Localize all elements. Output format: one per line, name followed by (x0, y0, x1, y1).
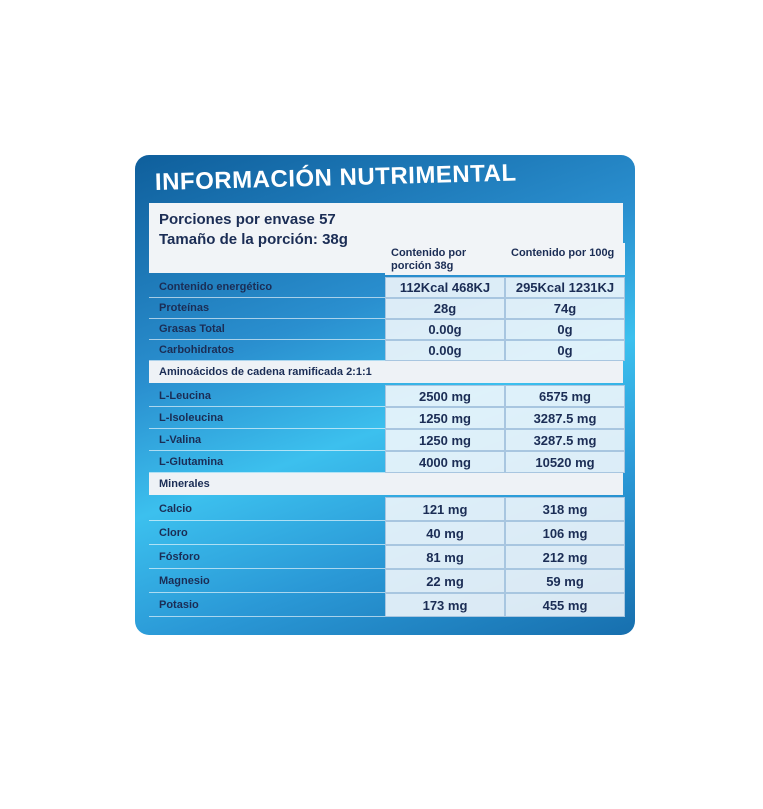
value-cell: 0.00g (385, 319, 505, 340)
value-cell: 112Kcal 468KJ (385, 277, 505, 298)
value-cell: 121 mg (385, 497, 505, 521)
row-label: L-Glutamina (149, 451, 385, 473)
row-label: Calcio (149, 497, 385, 521)
servings: Porciones por envase 57 (159, 211, 336, 228)
row-label: Cloro (149, 521, 385, 545)
row-label: Carbohidratos (149, 340, 385, 361)
value-cell: 28g (385, 298, 505, 319)
column-header: Contenido por 100g (505, 243, 625, 275)
row-label: Contenido energético (149, 277, 385, 298)
value-cell: 1250 mg (385, 407, 505, 429)
row-label: L-Isoleucina (149, 407, 385, 429)
serving-size: Tamaño de la porción: 38g (159, 231, 348, 248)
row-label: L-Valina (149, 429, 385, 451)
value-cell: 2500 mg (385, 385, 505, 407)
row-label: Grasas Total (149, 319, 385, 340)
value-cell: 6575 mg (505, 385, 625, 407)
value-cell: 212 mg (505, 545, 625, 569)
row-label: Proteínas (149, 298, 385, 319)
value-cell: 455 mg (505, 593, 625, 617)
row-label: Magnesio (149, 569, 385, 593)
value-cell: 74g (505, 298, 625, 319)
value-cell: 106 mg (505, 521, 625, 545)
value-cell: 173 mg (385, 593, 505, 617)
value-cell: 318 mg (505, 497, 625, 521)
value-cell: 10520 mg (505, 451, 625, 473)
section-header: Aminoácidos de cadena ramificada 2:1:1 (149, 361, 623, 383)
value-cell: 0g (505, 340, 625, 361)
title: INFORMACIÓN NUTRIMENTAL (154, 159, 517, 196)
row-label: L-Leucina (149, 385, 385, 407)
value-cell: 81 mg (385, 545, 505, 569)
value-cell: 22 mg (385, 569, 505, 593)
section-header: Minerales (149, 473, 623, 495)
value-cell: 3287.5 mg (505, 407, 625, 429)
value-cell: 59 mg (505, 569, 625, 593)
column-header: Contenido por porción 38g (385, 243, 505, 275)
value-cell: 0.00g (385, 340, 505, 361)
value-cell: 1250 mg (385, 429, 505, 451)
label-panel: INFORMACIÓN NUTRIMENTAL Porciones por en… (135, 155, 635, 635)
value-cell: 0g (505, 319, 625, 340)
value-cell: 3287.5 mg (505, 429, 625, 451)
row-label: Fósforo (149, 545, 385, 569)
value-cell: 4000 mg (385, 451, 505, 473)
value-cell: 40 mg (385, 521, 505, 545)
value-cell: 295Kcal 1231KJ (505, 277, 625, 298)
row-label: Potasio (149, 593, 385, 617)
